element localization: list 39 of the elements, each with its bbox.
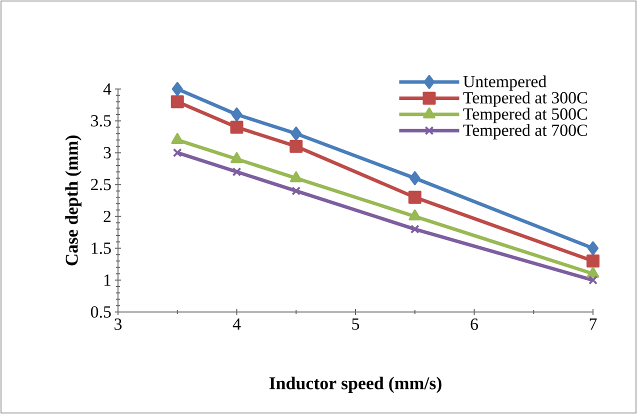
point — [410, 224, 420, 234]
y-tick-label: 4 — [103, 83, 112, 95]
point — [290, 140, 303, 153]
y-tick-label: 2 — [104, 210, 111, 222]
point — [231, 107, 242, 122]
legend-label: Tempered at 300C — [463, 92, 587, 107]
x-axis-title: Inductor speed (mm/s) — [269, 376, 442, 393]
point — [290, 171, 302, 182]
point — [230, 120, 244, 134]
legend-label: Untempered — [463, 75, 546, 91]
x-tick-label: 3 — [114, 318, 122, 330]
point — [230, 152, 243, 164]
legend-label: Tempered at 500C — [463, 108, 587, 124]
point — [586, 266, 600, 278]
x-tick-label: 7 — [590, 318, 597, 330]
point — [170, 95, 184, 108]
point — [588, 276, 598, 285]
point — [292, 186, 301, 196]
x-tick-label: 4 — [232, 318, 241, 330]
x-tick-label: 6 — [470, 318, 478, 330]
x-tick-label: 5 — [352, 318, 360, 330]
point — [586, 254, 600, 268]
y-tick-label: 0.5 — [90, 306, 111, 318]
y-tick-label: 1.5 — [92, 242, 111, 254]
legend-label: Tempered at 700C — [463, 124, 587, 140]
point — [172, 82, 183, 96]
point — [588, 241, 598, 256]
y-axis-title: Case depth (mm) — [65, 136, 82, 266]
point — [409, 171, 420, 186]
point — [408, 190, 422, 204]
y-tick-label: 3.5 — [91, 115, 111, 127]
point — [171, 132, 184, 144]
y-tick-label: 3 — [104, 147, 111, 158]
y-tick-label: 1 — [104, 274, 110, 286]
y-tick-label: 2.5 — [91, 178, 111, 190]
point — [408, 209, 422, 220]
point — [172, 148, 182, 158]
point — [232, 167, 242, 176]
point — [290, 126, 302, 141]
